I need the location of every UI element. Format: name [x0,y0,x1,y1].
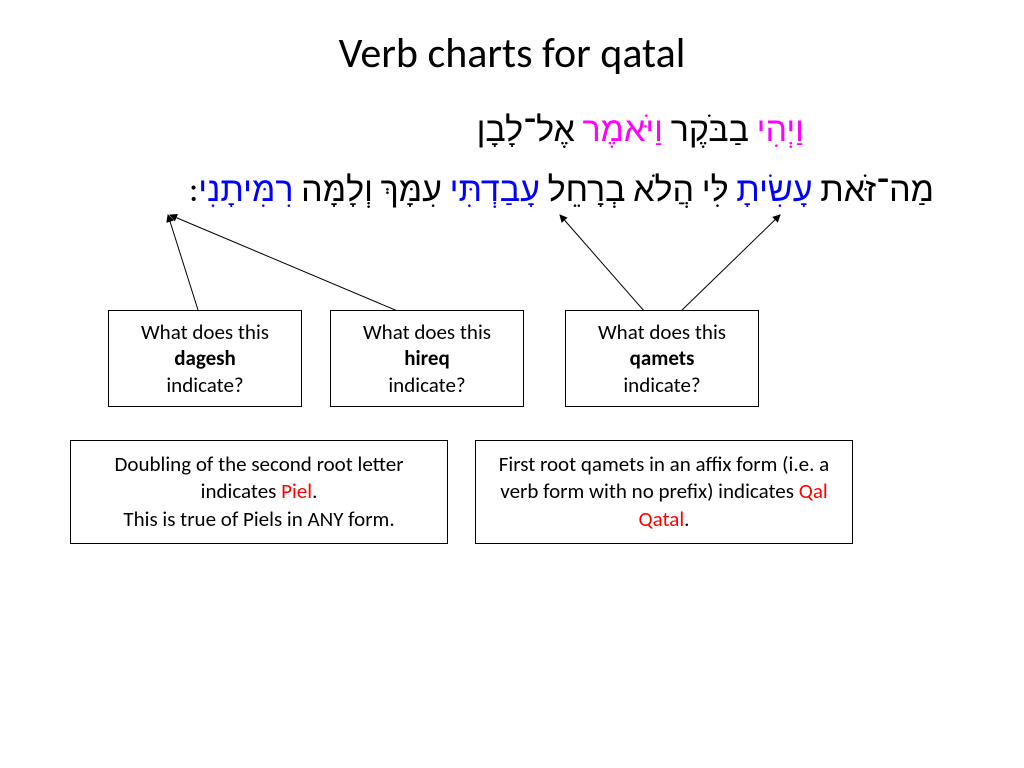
explain-text: . [312,478,317,504]
qbox-term: qamets [630,345,695,371]
qbox-suffix: indicate? [388,372,465,398]
explain-box-piel: Doubling of the second root letter indic… [70,440,448,544]
question-box-qamets: What does this qamets indicate? [565,310,759,407]
hebrew-word: רִמִּיתָנִי [198,170,293,211]
hebrew-word: : [189,170,198,211]
hebrew-word: מַה־זֹּאת [813,170,934,211]
question-box-dagesh: What does this dagesh indicate? [108,310,302,407]
qbox-prefix: What does this [598,319,726,345]
hebrew-word: בַבֹּקֶר [663,110,757,151]
qbox-suffix: indicate? [623,372,700,398]
question-box-hireq: What does this hireq indicate? [330,310,524,407]
explain-text: Doubling of the second root letter indic… [114,451,403,504]
qbox-term: dagesh [174,345,236,371]
hebrew-word: עָבַדְתִּי [450,170,540,211]
qbox-suffix: indicate? [166,372,243,398]
explain-text: . [684,506,689,532]
hebrew-line-1: וַיְהִי בַבֹּקֶר וַיֹּאמֶר אֶל־לָבָן [477,110,804,151]
hebrew-word: וַיֹּאמֶר [582,110,663,151]
hebrew-word: אֶל־לָבָן [477,110,583,151]
explain-text: First root qamets in an affix form (i.e.… [499,451,829,504]
page-title: Verb charts for qatal [0,28,1024,79]
explain-text: This is true of Piels in ANY form. [123,506,394,532]
explain-keyword: Piel [281,478,312,504]
qbox-prefix: What does this [363,319,491,345]
qbox-term: hireq [404,345,450,371]
explain-box-qal: First root qamets in an affix form (i.e.… [475,440,853,544]
hebrew-word: עִמָּךְ וְלָמָּה [293,170,449,211]
qbox-prefix: What does this [141,319,269,345]
hebrew-word: וַיְהִי [757,110,804,151]
hebrew-line-2: מַה־זֹּאת עָשִׂיתָ לִּי הֲלֹא בְרָחֵל עָ… [189,170,934,211]
hebrew-word: עָשִׂיתָ [736,170,812,211]
hebrew-word: לִּי הֲלֹא בְרָחֵל [540,170,736,211]
